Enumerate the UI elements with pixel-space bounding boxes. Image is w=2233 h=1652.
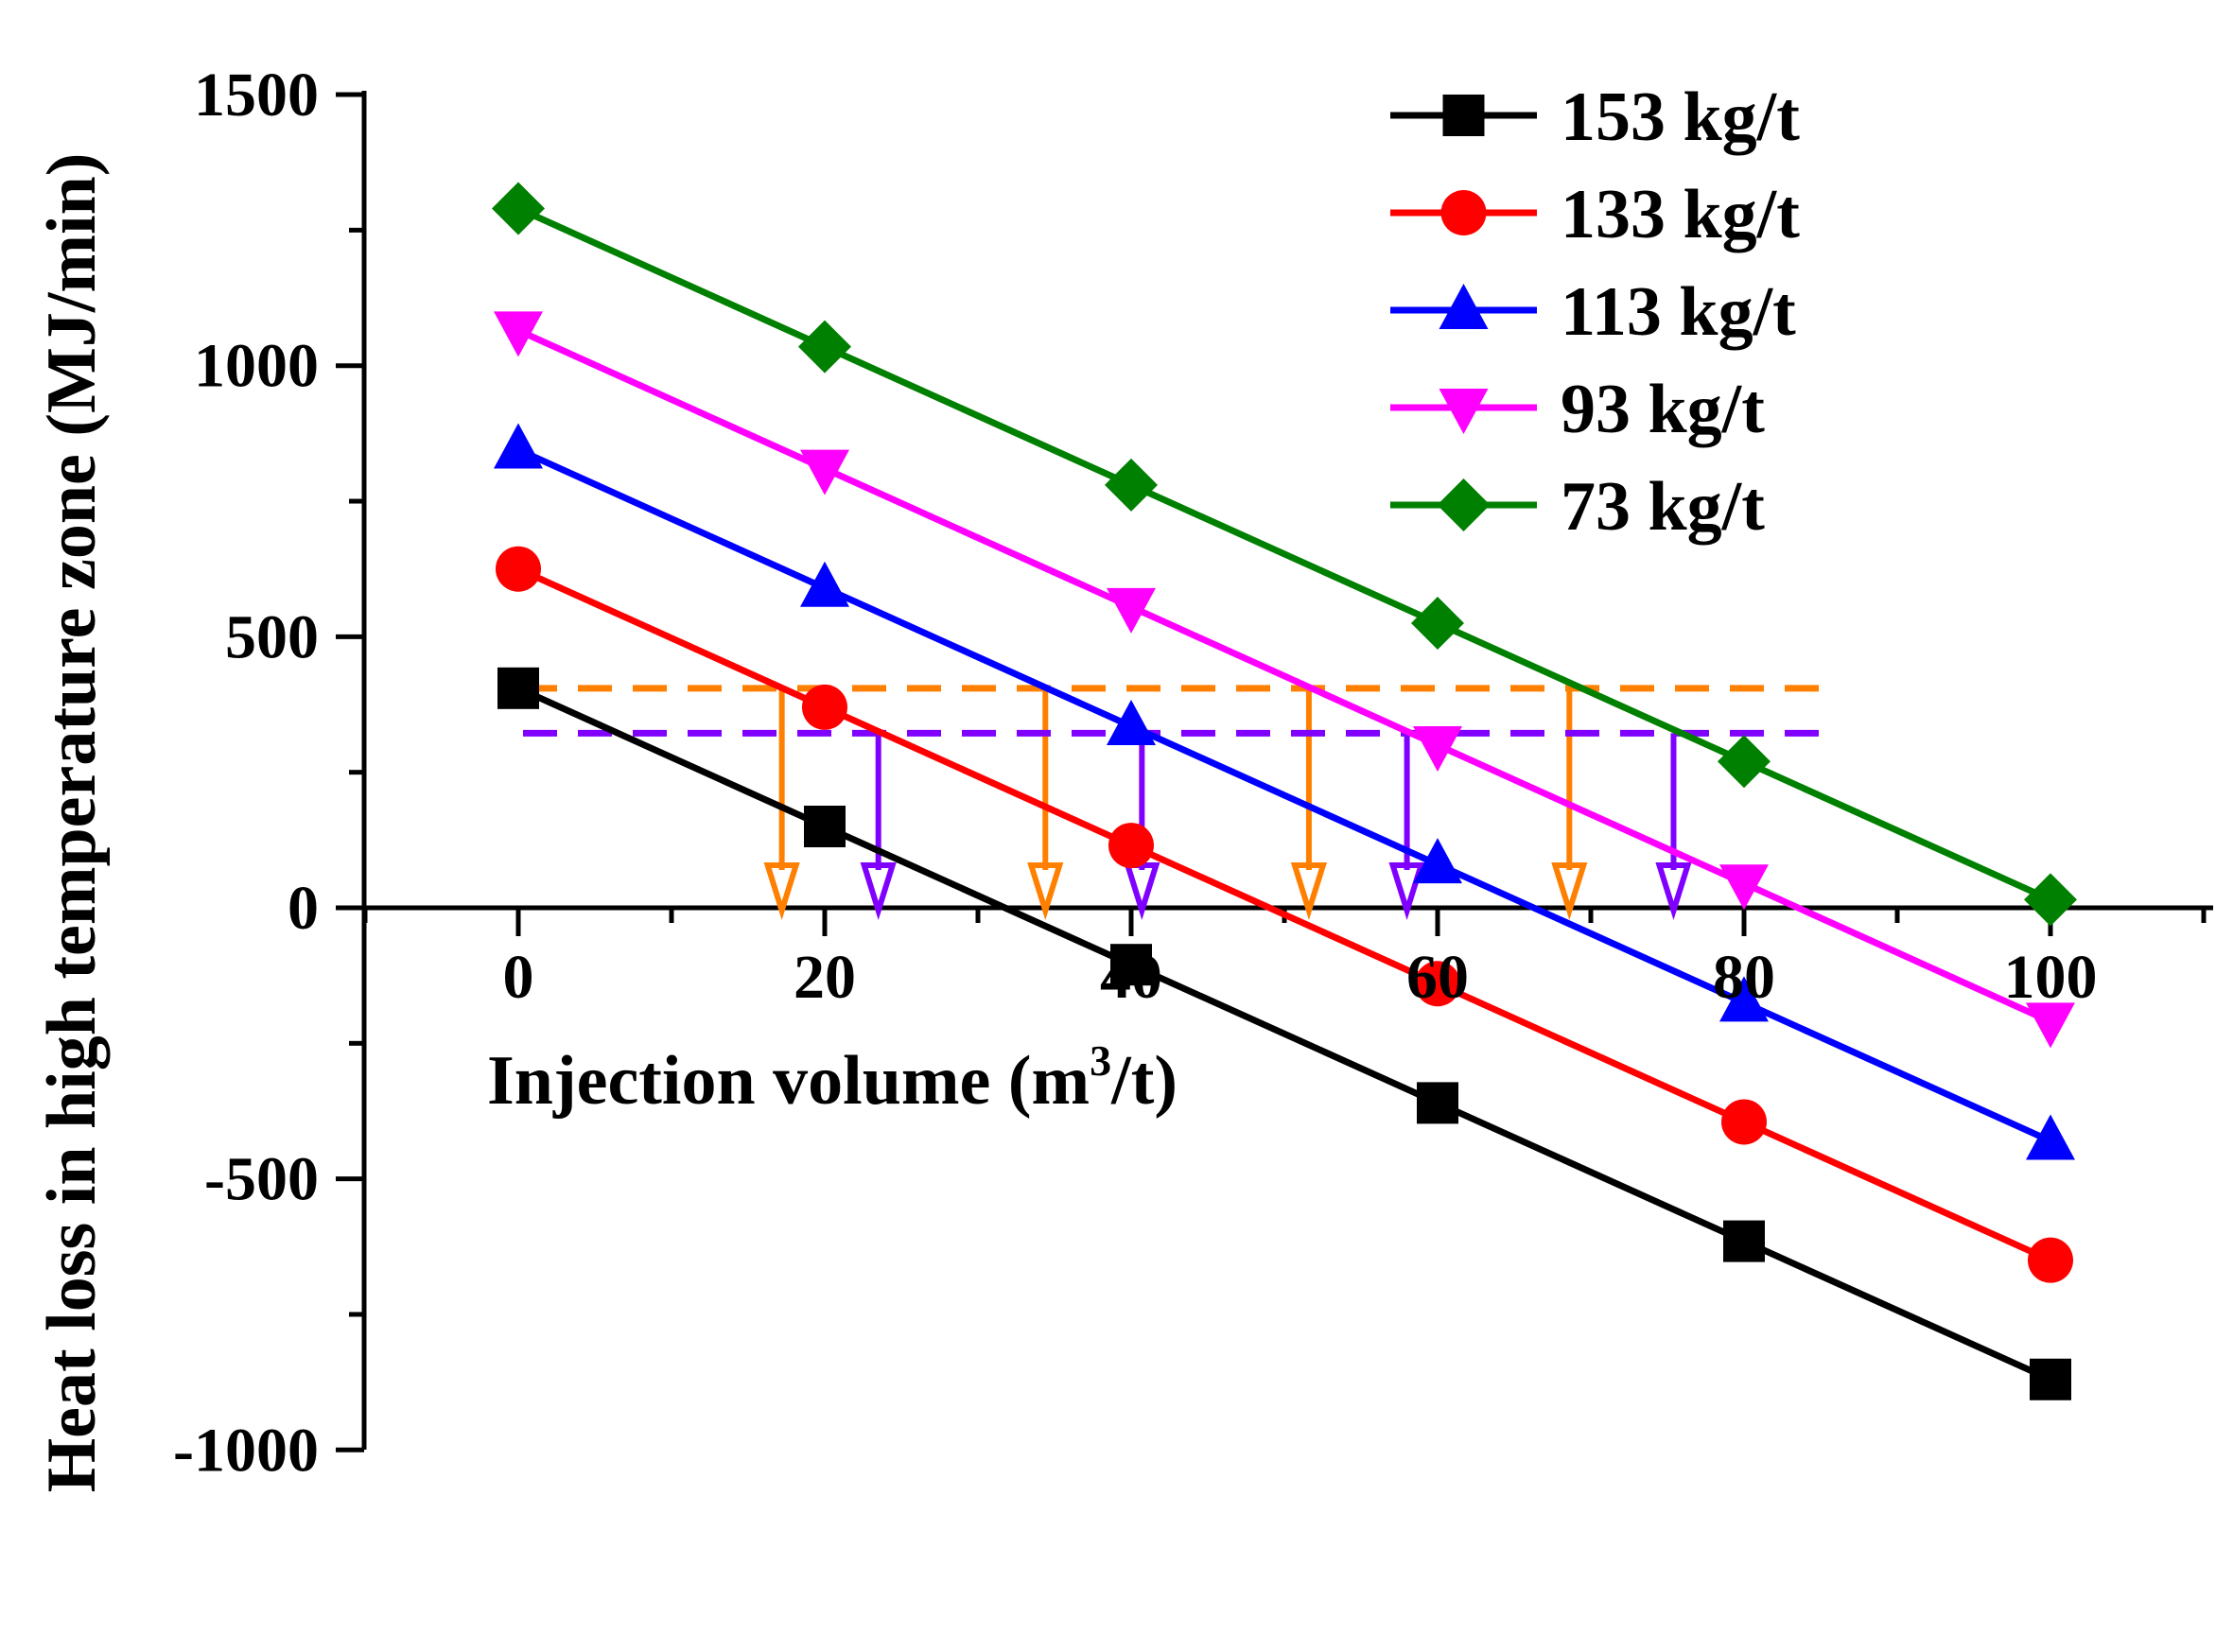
data-point xyxy=(492,182,545,235)
data-point xyxy=(1413,726,1462,773)
series-line xyxy=(516,565,2052,1263)
y-tick-label: 500 xyxy=(225,602,319,671)
data-point xyxy=(1417,1082,1458,1124)
data-point xyxy=(1415,961,1460,1007)
data-point xyxy=(1719,864,1769,911)
legend-item: 93 kg/t xyxy=(1390,371,1765,448)
legend-item: 113 kg/t xyxy=(1390,273,1796,351)
data-point xyxy=(2026,1114,2075,1160)
arrow-head xyxy=(1551,862,1588,921)
data-point xyxy=(1110,944,1152,986)
y-tick-label: 0 xyxy=(288,874,319,943)
data-point xyxy=(494,423,543,469)
series-group xyxy=(492,182,2077,1400)
data-point xyxy=(1107,699,1156,745)
data-point xyxy=(497,667,539,709)
data-point xyxy=(1723,1220,1765,1262)
data-point xyxy=(494,311,543,357)
arrow-head xyxy=(1388,862,1425,921)
series-line xyxy=(516,446,2052,1144)
x-tick-label: 40 xyxy=(1100,943,1162,1012)
data-point xyxy=(798,320,851,374)
data-point xyxy=(2030,1358,2071,1400)
x-tick-label: 100 xyxy=(2004,943,2098,1012)
series-113-kg-t xyxy=(494,423,2075,1160)
y-tick-label: -1000 xyxy=(173,1416,319,1485)
legend-item: 133 kg/t xyxy=(1390,176,1800,253)
x-tick-label: 20 xyxy=(794,943,856,1012)
legend-label: 93 kg/t xyxy=(1561,371,1765,448)
y-tick-label: -500 xyxy=(204,1145,319,1214)
data-point xyxy=(1108,823,1154,869)
legend-label: 113 kg/t xyxy=(1561,273,1796,351)
arrow-head xyxy=(1655,862,1692,921)
series-line xyxy=(516,205,2052,903)
data-point xyxy=(1105,458,1158,512)
y-tick-label: 1500 xyxy=(194,61,319,130)
arrow-head xyxy=(763,862,800,921)
x-tick-label: 60 xyxy=(1406,943,1469,1012)
series-line xyxy=(516,327,2052,1025)
legend-label: 73 kg/t xyxy=(1561,468,1765,546)
series-153-kg-t xyxy=(497,667,2071,1400)
data-point xyxy=(1719,976,1769,1022)
data-point xyxy=(2024,873,2077,927)
data-point xyxy=(1411,597,1464,651)
legend-marker xyxy=(1439,284,1489,329)
legend-label: 153 kg/t xyxy=(1561,78,1800,156)
data-point xyxy=(2028,1237,2073,1283)
y-axis-title: Heat loss in high temperature zone (MJ/m… xyxy=(33,153,111,1493)
series-133-kg-t xyxy=(496,546,2073,1283)
legend-marker xyxy=(1442,95,1485,136)
data-point xyxy=(1718,735,1771,789)
reference-lines xyxy=(523,685,1837,921)
arrow-head xyxy=(1124,862,1160,921)
legend-marker xyxy=(1439,389,1489,434)
data-point xyxy=(496,546,541,592)
legend-marker xyxy=(1437,478,1491,531)
data-point xyxy=(804,806,846,848)
data-point xyxy=(1107,587,1156,634)
legend-item: 73 kg/t xyxy=(1390,468,1765,546)
data-point xyxy=(802,684,847,730)
series-line xyxy=(516,685,2052,1382)
legend-marker xyxy=(1440,190,1487,235)
data-point xyxy=(800,561,849,607)
data-point xyxy=(1721,1099,1767,1145)
arrow-head xyxy=(860,862,897,921)
series-93-kg-t xyxy=(494,311,2075,1049)
arrow-head xyxy=(1027,862,1064,921)
axes xyxy=(336,91,2213,1452)
tick-labels: 1500 1000 500 0 -500 -1000 0 20 40 60 80 100 xyxy=(173,61,2097,1485)
x-tick-label: 80 xyxy=(1713,943,1775,1012)
x-tick-label: 0 xyxy=(503,943,534,1012)
data-point xyxy=(2026,1002,2075,1049)
legend-item: 153 kg/t xyxy=(1390,78,1800,156)
arrow-head xyxy=(1290,862,1328,921)
data-point xyxy=(1413,838,1462,884)
legend: 153 kg/t 133 kg/t 113 kg/t 93 kg/t 73 kg/t xyxy=(1390,78,1800,546)
data-point xyxy=(800,449,849,496)
legend-label: 133 kg/t xyxy=(1561,176,1800,253)
x-axis-title: Injection volume (m3/t) xyxy=(487,1036,1178,1120)
y-tick-label: 1000 xyxy=(194,332,319,401)
series-73-kg-t xyxy=(492,182,2077,927)
